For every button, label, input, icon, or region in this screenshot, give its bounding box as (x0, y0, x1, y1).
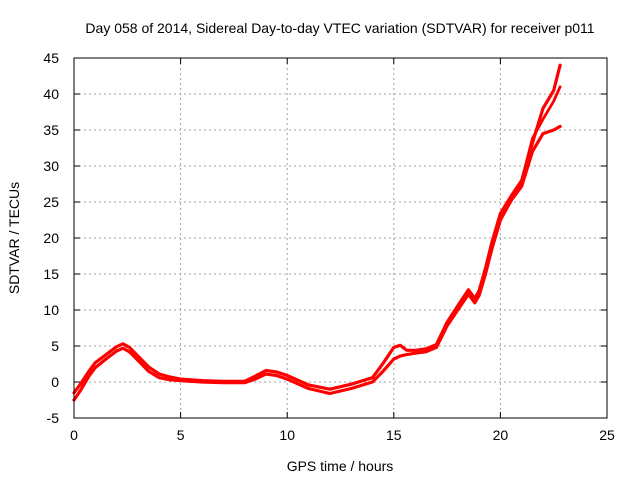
chart-title: Day 058 of 2014, Sidereal Day-to-day VTE… (85, 20, 594, 36)
x-tick-label: 15 (386, 427, 402, 443)
series-layer (72, 63, 562, 402)
y-axis-label: SDTVAR / TECUs (6, 182, 22, 294)
x-axis-label: GPS time / hours (287, 458, 394, 474)
x-tick-label: 5 (177, 427, 185, 443)
y-tick-label: 15 (43, 266, 59, 282)
y-tick-label: 35 (43, 122, 59, 138)
y-tick-label: 0 (51, 374, 59, 390)
x-tick-label: 20 (493, 427, 509, 443)
series-line-upper (72, 63, 562, 395)
y-tick-label: 30 (43, 158, 59, 174)
grid-layer (74, 58, 607, 418)
y-tick-label: 5 (51, 338, 59, 354)
x-tick-label: 25 (599, 427, 615, 443)
y-tick-label: 45 (43, 50, 59, 66)
x-tick-label: 10 (279, 427, 295, 443)
y-tick-label: -5 (47, 410, 60, 426)
series-line-middle (509, 85, 562, 200)
y-tick-label: 10 (43, 302, 59, 318)
tick-label-layer: 0 5 10 15 20 25 -5 0 5 10 15 20 25 30 35 40 45 (43, 50, 615, 443)
tick-layer (73, 57, 608, 419)
y-tick-label: 20 (43, 230, 59, 246)
x-tick-label: 0 (70, 427, 78, 443)
y-tick-label: 40 (43, 86, 59, 102)
y-tick-label: 25 (43, 194, 59, 210)
